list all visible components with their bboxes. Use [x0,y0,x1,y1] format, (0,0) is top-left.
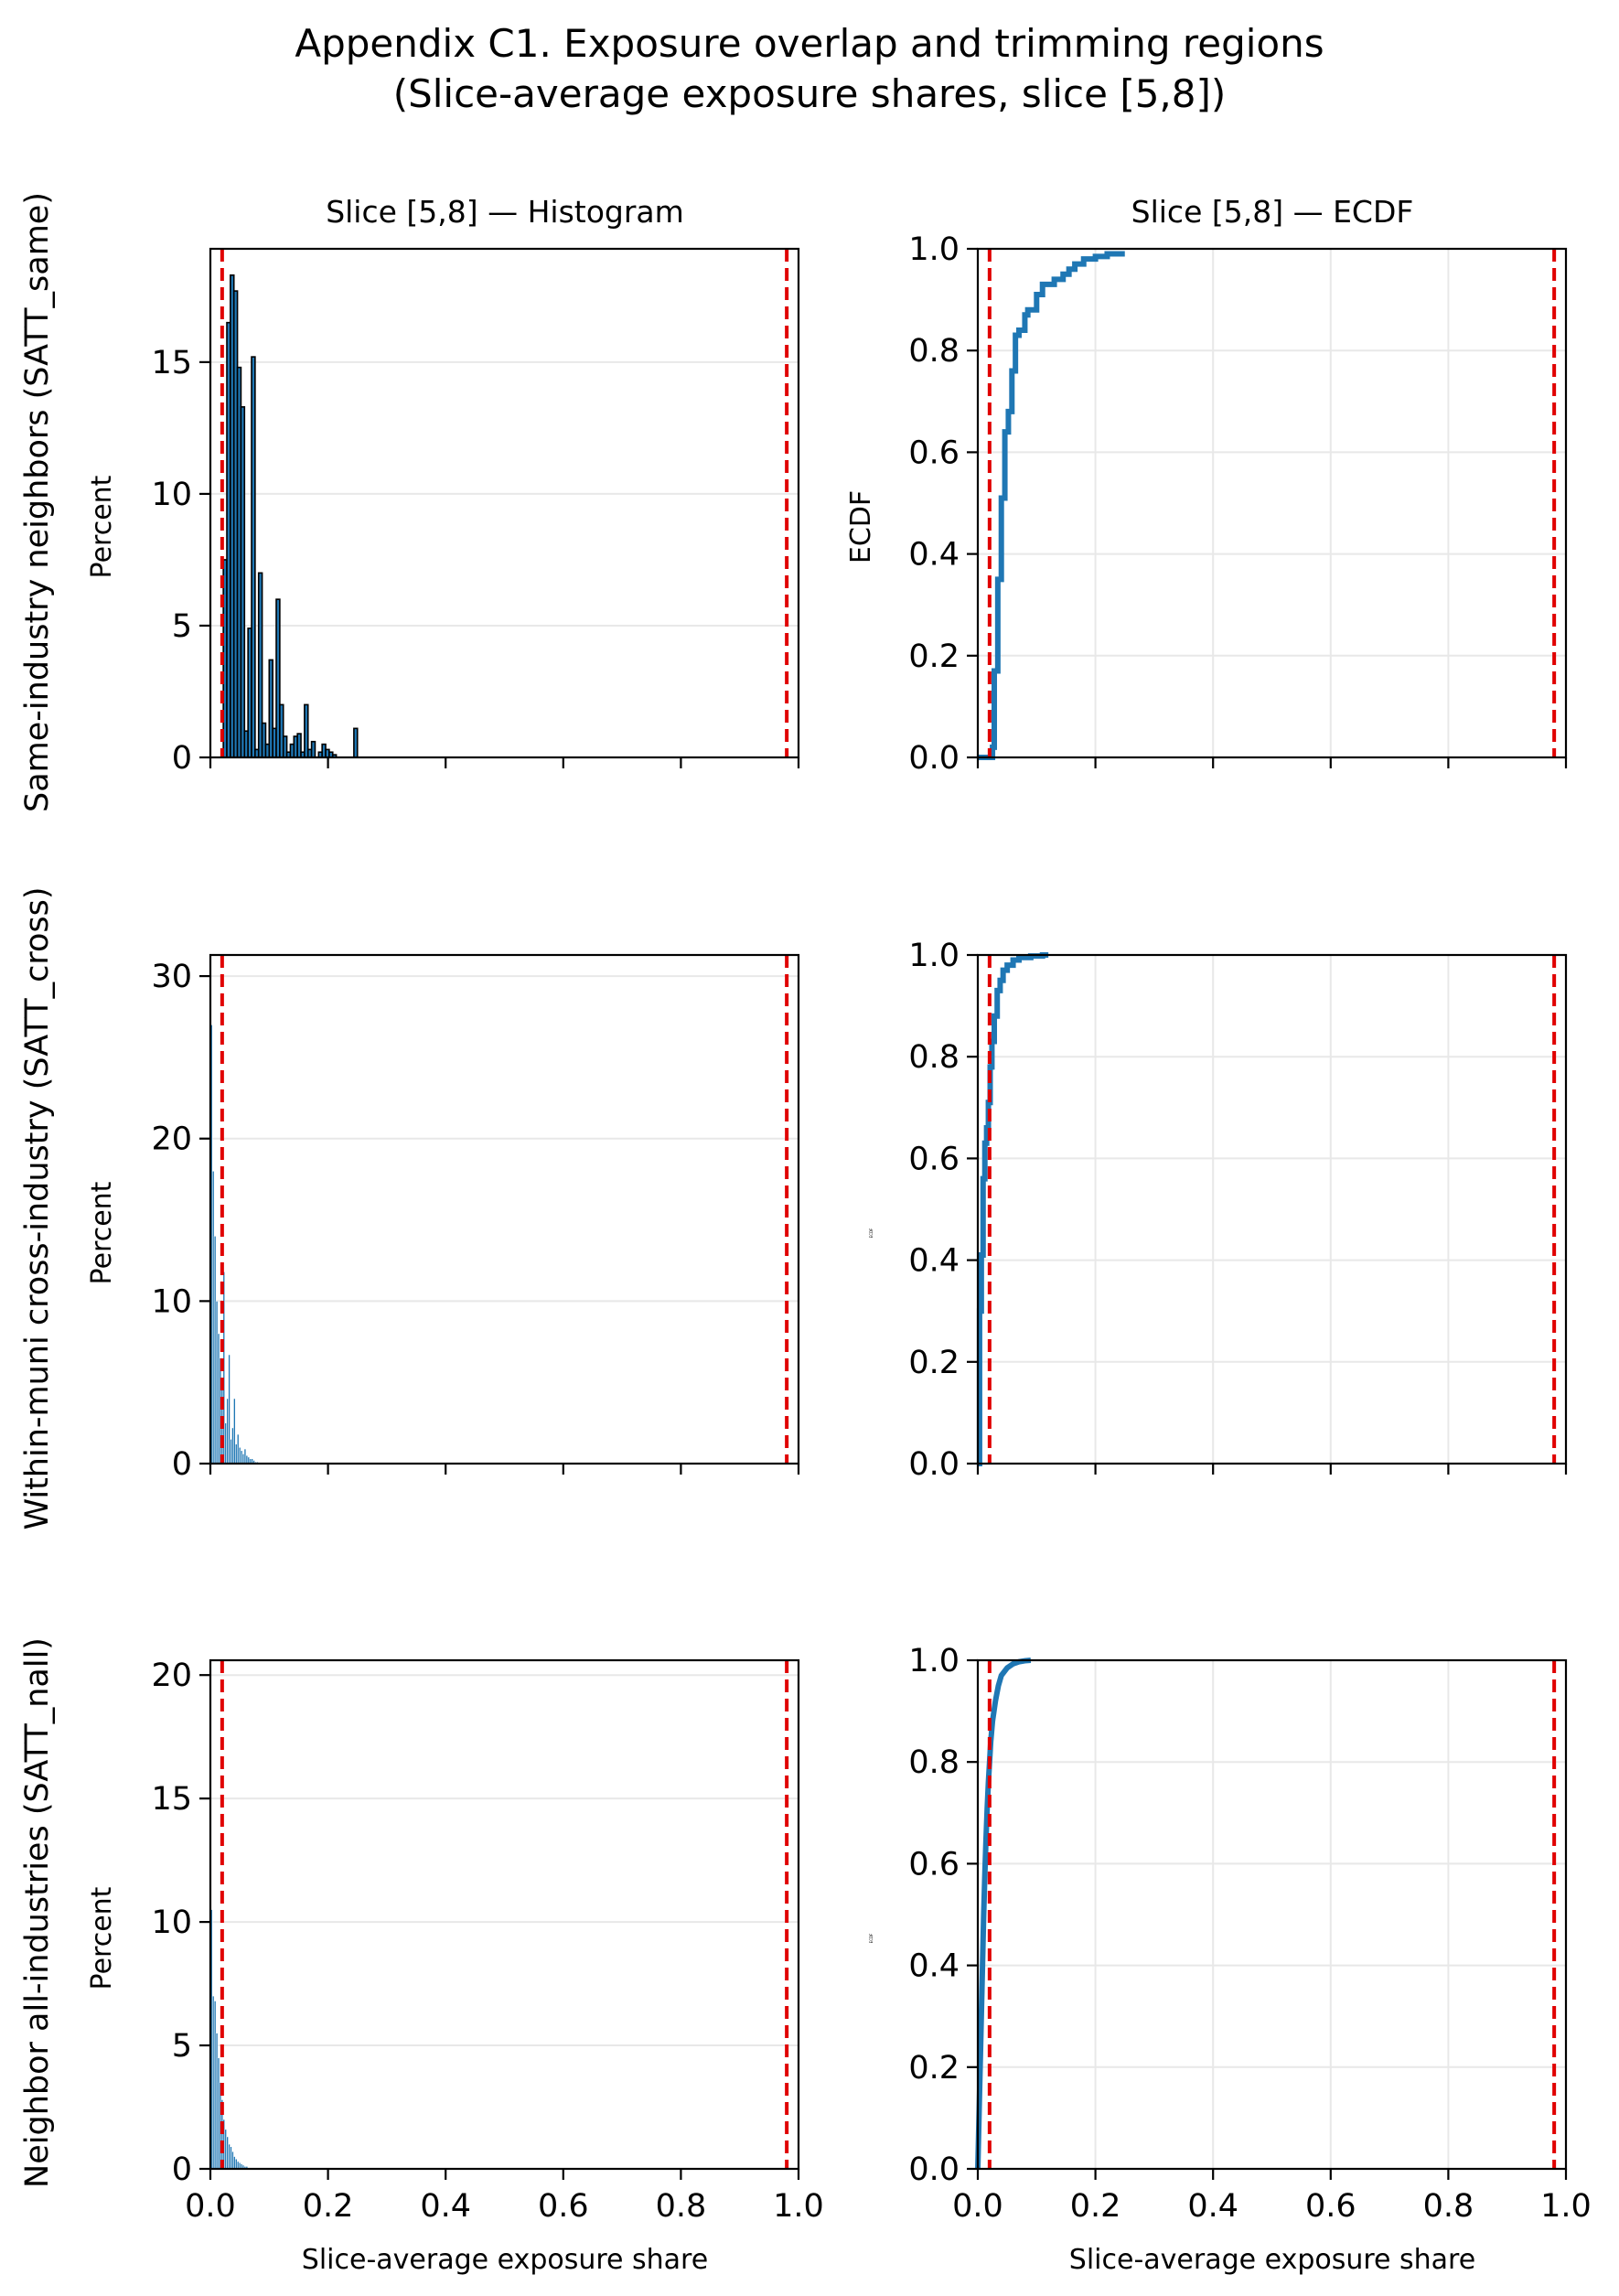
panel-cross-histogram: 0 10 20 30 [151,953,800,1483]
cross-histogram-ytick-label-1: 10 [151,1283,192,1320]
x-label-hist: Slice-average exposure share [302,2244,708,2276]
nall-histogram-ytick-label-1: 5 [172,2028,192,2065]
cross-histogram-ytick-label-0: 0 [172,1446,192,1483]
nall-histogram-xtick-label-1: 0.2 [303,2188,354,2225]
nall-ecdf-ecdf-line [975,1658,1032,2170]
nall-ecdf-ytick-label-2: 0.4 [908,1948,960,1985]
nall-histogram-frame [209,1658,800,2171]
nall-histogram-xtick-label-0: 0.0 [185,2188,236,2225]
same-histogram-ytick-label-0: 0 [172,740,192,777]
y-label-same-hist: Percent [86,475,118,578]
y-label-same-ecdf: ECDF [845,490,877,563]
figure-title-line-2: (Slice-average exposure shares, slice [5… [393,71,1227,116]
panel-same-histogram: 0 5 10 15 [151,247,800,777]
y-label-cross-ecdf: ECDF [869,1228,874,1238]
nall-histogram-ytick-label-4: 20 [151,1658,192,1694]
cross-ecdf-ecdf-line [976,952,1049,1466]
same-ecdf-ytick-label-0: 0.0 [908,740,960,777]
panel-cross-ecdf: 0.0 0.2 0.4 0.6 0.8 1.0 [908,938,1568,1483]
same-ecdf-ecdf-line [978,251,1125,760]
nall-ecdf-ytick-label-1: 0.2 [908,2050,960,2087]
column-title-ecdf: Slice [5,8] — ECDF [1131,194,1414,230]
nall-ecdf-ytick-label-5: 1.0 [908,1643,960,1679]
nall-histogram-xtick-label-2: 0.4 [420,2188,471,2225]
same-histogram-bar-37 [353,727,359,758]
nall-histogram-xtick-label-3: 0.6 [538,2188,589,2225]
panel-nall-histogram: 0 5 10 15 20 0.0 0.2 0.4 0.6 0.8 1.0 [151,1658,823,2225]
x-label-ecdf: Slice-average exposure share [1069,2244,1475,2276]
cross-ecdf-frame [976,953,1568,1465]
nall-ecdf-ytick-label-4: 0.8 [908,1744,960,1781]
figure-title-line-1: Appendix C1. Exposure overlap and trimmi… [295,21,1324,66]
nall-ecdf-xtick-label-1: 0.2 [1070,2188,1121,2225]
cross-histogram-ytick-label-3: 30 [151,959,192,995]
nall-histogram-xtick-label-5: 1.0 [773,2188,824,2225]
nall-ecdf-xtick-label-2: 0.4 [1187,2188,1238,2225]
same-histogram-ytick-label-2: 10 [151,477,192,513]
nall-ecdf-frame [976,1658,1568,2171]
same-histogram-ytick-label-3: 15 [151,345,192,381]
row-label-nall: Neighbor all-industries (SATT_nall) [19,1637,56,2188]
nall-ecdf-ytick-label-3: 0.6 [908,1846,960,1883]
same-ecdf-frame [976,247,1568,759]
cross-ecdf-ytick-label-2: 0.4 [908,1243,960,1280]
same-ecdf-ytick-label-4: 0.8 [908,333,960,370]
cross-ecdf-ytick-label-3: 0.6 [908,1141,960,1177]
nall-ecdf-xtick-label-4: 0.8 [1423,2188,1474,2225]
y-label-nall-ecdf: ECDF [869,1933,874,1943]
y-label-cross-hist: Percent [86,1181,118,1284]
cross-histogram-ytick-label-2: 20 [151,1121,192,1158]
same-ecdf-ytick-label-2: 0.4 [908,537,960,574]
y-label-nall-hist: Percent [86,1886,118,1990]
same-histogram-frame [209,247,800,759]
cross-ecdf-ytick-label-1: 0.2 [908,1345,960,1381]
same-histogram-bar-8 [251,356,256,758]
column-title-histogram: Slice [5,8] — Histogram [326,194,684,230]
nall-histogram-ytick-label-3: 15 [151,1781,192,1818]
same-histogram-ytick-label-1: 5 [172,608,192,645]
nall-ecdf-xtick-label-0: 0.0 [952,2188,1003,2225]
nall-histogram-ytick-label-2: 10 [151,1904,192,1941]
cross-ecdf-ytick-label-4: 0.8 [908,1039,960,1076]
same-histogram-bar-25 [310,740,316,758]
cross-histogram-frame [209,953,800,1465]
cross-ecdf-ytick-label-0: 0.0 [908,1446,960,1483]
nall-histogram-ytick-label-0: 0 [172,2151,192,2188]
row-label-same: Same-industry neighbors (SATT_same) [19,192,56,812]
same-ecdf-ytick-label-1: 0.2 [908,638,960,675]
nall-ecdf-xtick-label-3: 0.6 [1305,2188,1356,2225]
same-ecdf-ytick-label-5: 1.0 [908,231,960,268]
same-ecdf-ytick-label-3: 0.6 [908,435,960,471]
nall-histogram-xtick-label-4: 0.8 [656,2188,707,2225]
cross-ecdf-ytick-label-5: 1.0 [908,938,960,974]
row-label-cross: Within-muni cross-industry (SATT_cross) [19,887,56,1530]
nall-ecdf-xtick-label-5: 1.0 [1540,2188,1592,2225]
panel-same-ecdf: 0.0 0.2 0.4 0.6 0.8 1.0 [908,231,1568,777]
panel-nall-ecdf: 0.0 0.2 0.4 0.6 0.8 1.0 0.0 0.2 0.4 0.6 0.8 1.0 [908,1643,1592,2225]
nall-ecdf-ytick-label-0: 0.0 [908,2151,960,2188]
same-histogram-bar-5 [240,406,246,758]
